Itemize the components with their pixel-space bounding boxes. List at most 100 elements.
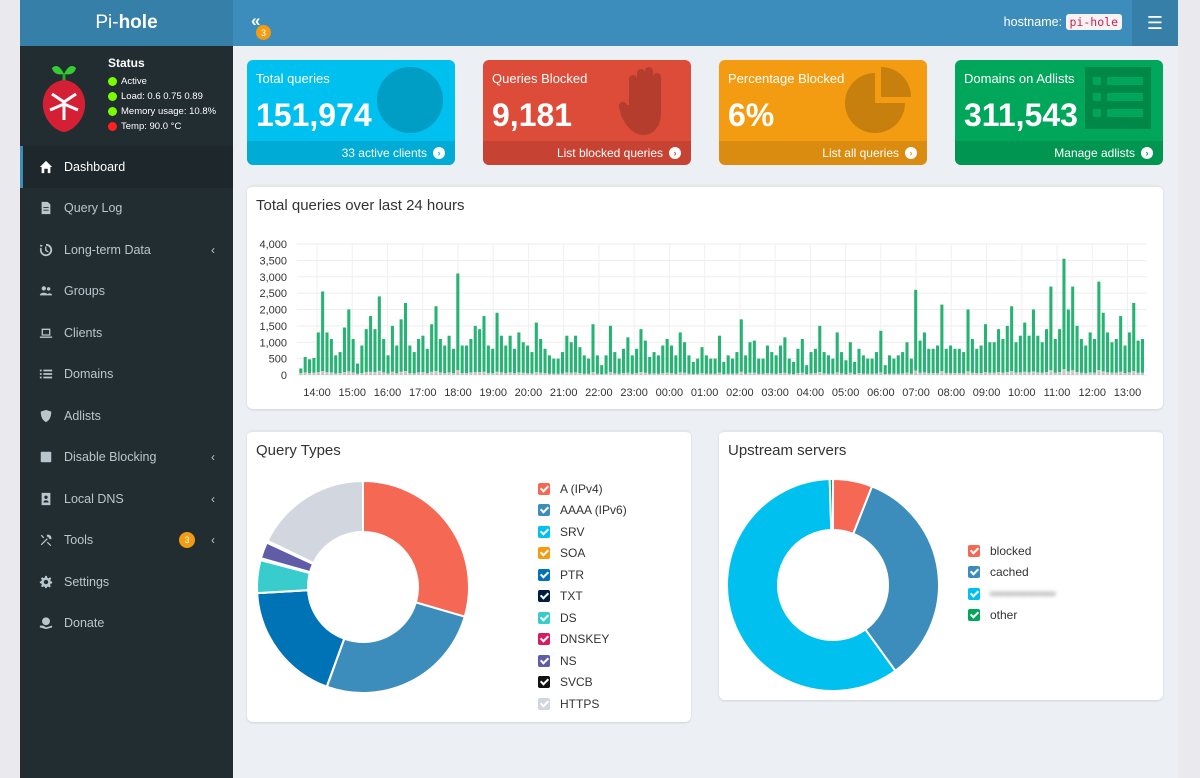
bar-permitted [1001,338,1005,373]
bar-permitted [966,309,970,372]
bar-permitted [390,325,394,372]
file-icon [38,200,54,216]
bar-blocked [1075,372,1079,375]
donut-slice[interactable] [266,479,364,565]
stat-footer-link[interactable]: Manage adlists › [955,141,1163,165]
bar-permitted [826,355,831,374]
stat-footer-link[interactable]: 33 active clients › [247,141,455,165]
bar-blocked [408,373,412,375]
stat-footer-link[interactable]: List blocked queries › [483,141,691,165]
bar-blocked [534,372,538,375]
bar-permitted [478,329,482,373]
bar-permitted [421,335,425,373]
legend-checkbox-icon[interactable] [538,504,550,517]
bar-permitted [669,345,674,374]
x-tick-label: 07:00 [902,387,930,399]
donut-slice[interactable] [325,601,466,694]
bar-blocked [482,371,486,375]
legend-checkbox-icon[interactable] [968,587,980,600]
legend-checkbox-icon[interactable] [538,568,550,581]
sidebar-item-clients[interactable]: Clients [20,312,233,354]
bar-blocked [709,373,713,375]
sidebar-item-long-term-data[interactable]: Long-term Data ‹ [20,229,233,271]
legend-item[interactable]: SRV [538,521,627,543]
bar-blocked [826,373,831,375]
legend-item[interactable]: AAAA (IPv6) [538,500,627,522]
legend-item[interactable]: •••••••••••••• [968,583,1056,605]
donut-slice[interactable] [362,479,470,618]
stat-label: Domains on Adlists [964,71,1075,86]
bar-permitted [1084,345,1088,374]
bar-blocked [665,372,669,375]
legend-checkbox-icon[interactable] [538,590,550,603]
legend-item[interactable]: blocked [968,540,1056,562]
query-types-donut[interactable] [253,479,483,709]
bar-blocked [1071,370,1075,375]
bar-permitted [1123,345,1127,374]
bar-blocked [417,372,421,375]
bar-blocked [744,373,748,375]
sidebar-item-groups[interactable]: Groups [20,271,233,313]
legend-checkbox-icon[interactable] [968,609,980,622]
upstream-servers-donut[interactable] [725,477,955,707]
sidebar-item-query-log[interactable]: Query Log [20,188,233,230]
legend-item[interactable]: SOA [538,543,627,565]
legend-checkbox-icon[interactable] [538,633,550,646]
donut-slice[interactable] [256,589,346,688]
legend-item[interactable]: SVCB [538,672,627,694]
bar-blocked [1031,371,1035,375]
legend-item[interactable]: TXT [538,586,627,608]
legend-label: other [990,608,1018,623]
sidebar-item-dashboard[interactable]: Dashboard [20,146,233,188]
bar-blocked [303,372,307,375]
donut-slice[interactable] [828,477,834,532]
stat-footer-link[interactable]: List all queries › [719,141,927,165]
legend-item[interactable]: PTR [538,564,627,586]
queries-24h-chart[interactable]: 0 500 1,000 1,500 2,000 2,500 3,000 3,500 4,000 1… [247,187,1163,411]
legend-checkbox-icon[interactable] [968,566,980,579]
bar-blocked [997,372,1001,375]
legend-checkbox-icon[interactable] [538,611,550,624]
bar-permitted [1023,322,1027,372]
sidebar-item-settings[interactable]: Settings [20,561,233,603]
legend-checkbox-icon[interactable] [538,547,550,560]
sidebar-item-tools[interactable]: Tools 3 ‹ [20,520,233,562]
sidebar-toggle-icon[interactable]: « [251,11,261,30]
donut-slice[interactable] [851,485,940,673]
bar-permitted [1018,335,1022,373]
menu-hamburger-icon[interactable]: ☰ [1132,0,1178,46]
legend-item[interactable]: NS [538,650,627,672]
legend-item[interactable]: other [968,605,1056,627]
bar-blocked [879,372,883,375]
sidebar-item-domains[interactable]: Domains [20,354,233,396]
legend-item[interactable]: DS [538,607,627,629]
chevron-left-icon: ‹ [211,533,215,548]
legend-checkbox-icon[interactable] [538,697,550,710]
legend-checkbox-icon[interactable] [968,544,980,557]
legend-checkbox-icon[interactable] [538,676,550,689]
bar-permitted [334,355,338,374]
legend-checkbox-icon[interactable] [538,654,550,667]
legend-item[interactable]: HTTPS [538,693,627,715]
legend-item[interactable]: A (IPv4) [538,478,627,500]
x-tick-label: 01:00 [691,387,719,399]
bar-blocked [613,373,617,375]
status-temp: Temp: 90.0 °C [108,119,216,134]
bar-permitted [805,365,809,375]
bar-permitted [299,368,303,374]
sidebar-item-disable-blocking[interactable]: Disable Blocking ‹ [20,437,233,479]
brand-logo[interactable]: Pi-hole [20,0,233,46]
legend-checkbox-icon[interactable] [538,525,550,538]
sidebar-item-adlists[interactable]: Adlists [20,395,233,437]
sidebar-item-donate[interactable]: Donate [20,603,233,645]
bar-permitted [840,352,844,374]
brand-prefix: Pi- [95,12,119,33]
donut-slice[interactable] [726,478,897,692]
notification-badge[interactable]: 3 [256,25,271,40]
legend-item[interactable]: DNSKEY [538,629,627,651]
legend-checkbox-icon[interactable] [538,482,550,495]
sidebar-item-local-dns[interactable]: Local DNS ‹ [20,478,233,520]
bar-blocked [896,373,900,375]
globe-icon [377,67,443,133]
legend-item[interactable]: cached [968,562,1056,584]
